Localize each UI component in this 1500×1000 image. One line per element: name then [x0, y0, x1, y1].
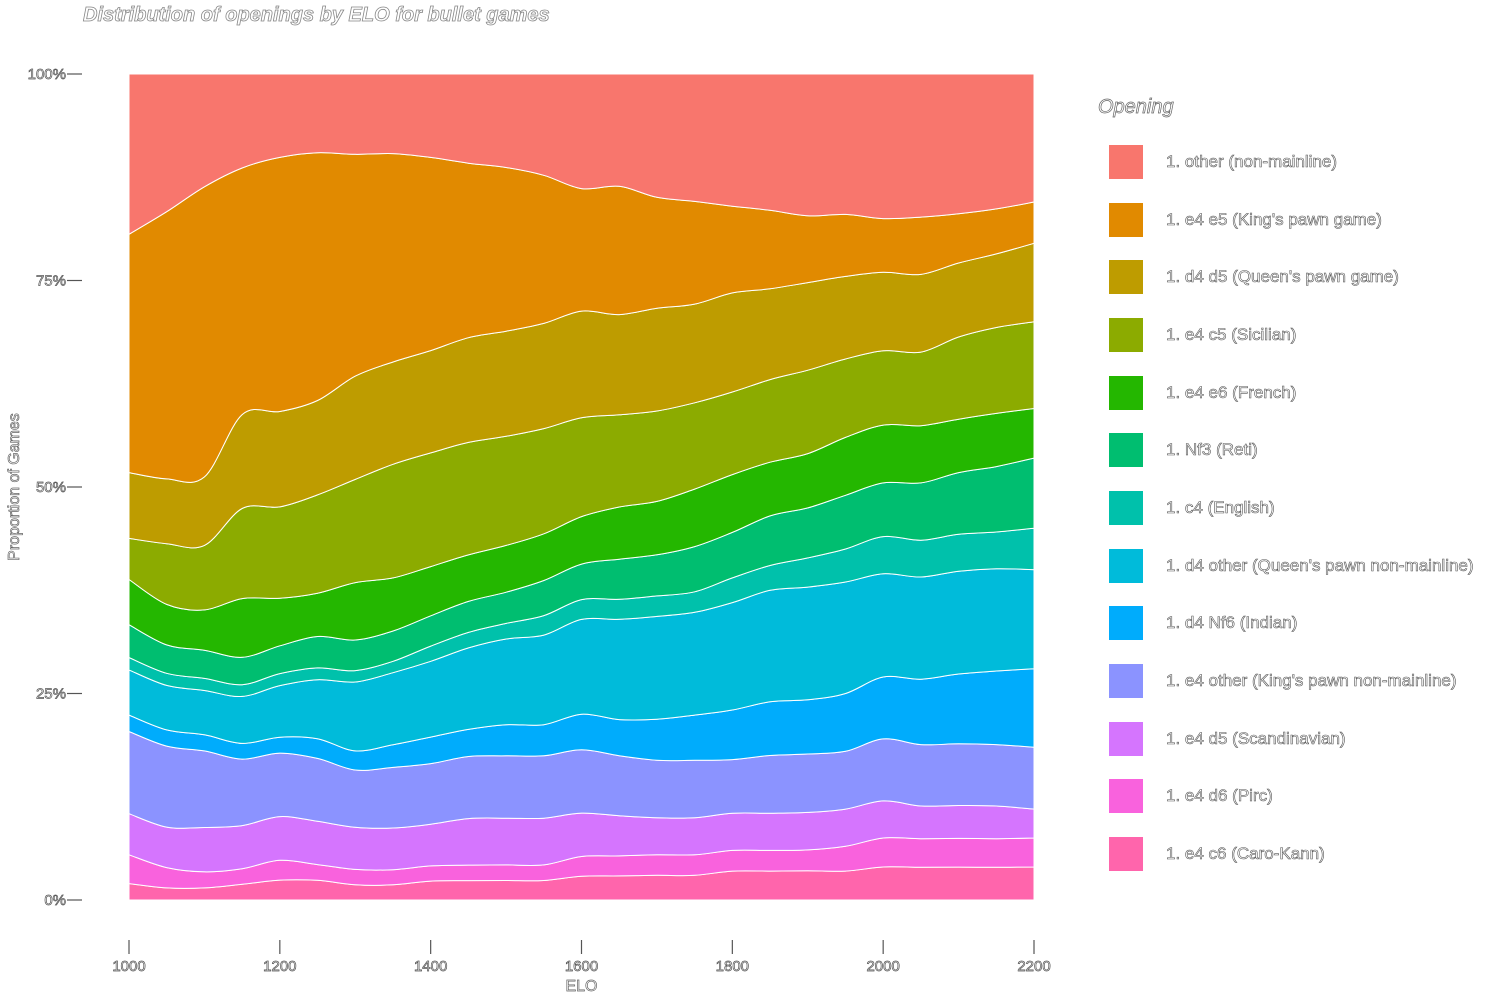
legend-label: 1. e4 e5 (King's pawn game)	[1166, 209, 1382, 229]
x-tick-label: 1400	[414, 958, 447, 975]
legend-swatch	[1109, 490, 1143, 525]
legend-swatch	[1109, 664, 1143, 699]
legend-swatch	[1109, 606, 1143, 641]
y-tick-label: 100%	[28, 66, 66, 83]
legend-item-1-e4-c5-sicilian: 1. e4 c5 (Sicilian)	[1098, 306, 1474, 364]
legend-item-1-e4-c6-caro-kann: 1. e4 c6 (Caro-Kann)	[1098, 825, 1474, 883]
legend-swatch	[1109, 721, 1143, 756]
x-tick-label: 1800	[716, 958, 749, 975]
area-chart: 0% 25% 50% 75% 100% 1000 1200 1400 1600 1800 2000…	[6, 66, 1051, 996]
legend-label: 1. d4 d5 (Queen's pawn game)	[1166, 267, 1399, 287]
stacked-areas	[128, 73, 1035, 901]
legend-swatch	[1109, 837, 1143, 872]
legend-items: 1. other (non-mainline) 1. e4 e5 (King's …	[1098, 133, 1474, 883]
legend-label: 1. e4 d5 (Scandinavian)	[1166, 728, 1346, 748]
chart-title: Distribution of openings by ELO for bull…	[83, 4, 550, 27]
legend-item-1-other-non-mainline: 1. other (non-mainline)	[1098, 133, 1474, 191]
x-tick-label: 2200	[1017, 958, 1050, 975]
legend-swatch	[1109, 433, 1143, 468]
legend-label: 1. c4 (English)	[1166, 497, 1275, 518]
x-axis-title: ELO	[565, 978, 597, 995]
y-tick-label: 25%	[36, 686, 66, 703]
legend-item-1-d4-d5-queen-s-pawn-game: 1. d4 d5 (Queen's pawn game)	[1098, 248, 1474, 306]
legend-label: 1. e4 d6 (Pirc)	[1166, 786, 1273, 806]
x-axis: 1000 1200 1400 1600 1800 2000 2200	[112, 940, 1051, 975]
y-tick-label: 50%	[36, 479, 66, 496]
legend-title: Opening	[1098, 96, 1174, 119]
legend-label: 1. e4 other (King's pawn non-mainline)	[1166, 671, 1457, 691]
legend-swatch	[1109, 548, 1143, 583]
legend-label: 1. e4 e6 (French)	[1166, 382, 1297, 402]
x-tick-label: 1600	[565, 958, 598, 975]
legend-item-1-e4-other-king-s-pawn-non-mainline: 1. e4 other (King's pawn non-mainline)	[1098, 652, 1474, 710]
legend-swatch	[1109, 375, 1143, 410]
legend-item-1-e4-e6-french: 1. e4 e6 (French)	[1098, 364, 1474, 422]
legend-item-1-e4-d6-pirc: 1. e4 d6 (Pirc)	[1098, 768, 1474, 826]
y-axis: 0% 25% 50% 75% 100%	[27, 66, 82, 909]
x-tick-label: 2000	[866, 958, 899, 975]
legend-swatch	[1109, 779, 1143, 814]
legend-item-1-c4-english: 1. c4 (English)	[1098, 479, 1474, 537]
legend-item-1-d4-other-queen-s-pawn-non-mainline: 1. d4 other (Queen's pawn non-mainline)	[1098, 537, 1474, 595]
legend-item-1-e4-e5-king-s-pawn-game: 1. e4 e5 (King's pawn game)	[1098, 191, 1474, 249]
x-tick-label: 1200	[263, 958, 296, 975]
legend-item-1-nf3-reti: 1. Nf3 (Reti)	[1098, 421, 1474, 479]
legend: Opening 1. other (non-mainline) 1. e4 e5 …	[1098, 96, 1474, 883]
legend-item-1-e4-d5-scandinavian: 1. e4 d5 (Scandinavian)	[1098, 710, 1474, 768]
legend-swatch	[1109, 202, 1143, 237]
y-axis-title: Proportion of Games	[6, 413, 23, 561]
legend-label: 1. d4 Nf6 (Indian)	[1166, 613, 1298, 633]
y-tick-label: 0%	[44, 892, 66, 909]
area-1-other-non-mainline	[128, 73, 1035, 236]
legend-label: 1. d4 other (Queen's pawn non-mainline)	[1166, 555, 1474, 575]
legend-swatch	[1109, 317, 1143, 352]
y-tick-label: 75%	[36, 273, 66, 290]
legend-swatch	[1109, 260, 1143, 295]
legend-item-1-d4-nf6-indian: 1. d4 Nf6 (Indian)	[1098, 595, 1474, 653]
legend-swatch	[1109, 144, 1143, 179]
legend-label: 1. other (non-mainline)	[1166, 151, 1338, 172]
legend-label: 1. Nf3 (Reti)	[1166, 440, 1258, 460]
legend-label: 1. e4 c5 (Sicilian)	[1166, 324, 1297, 345]
legend-label: 1. e4 c6 (Caro-Kann)	[1166, 844, 1325, 864]
x-tick-label: 1000	[112, 958, 145, 975]
